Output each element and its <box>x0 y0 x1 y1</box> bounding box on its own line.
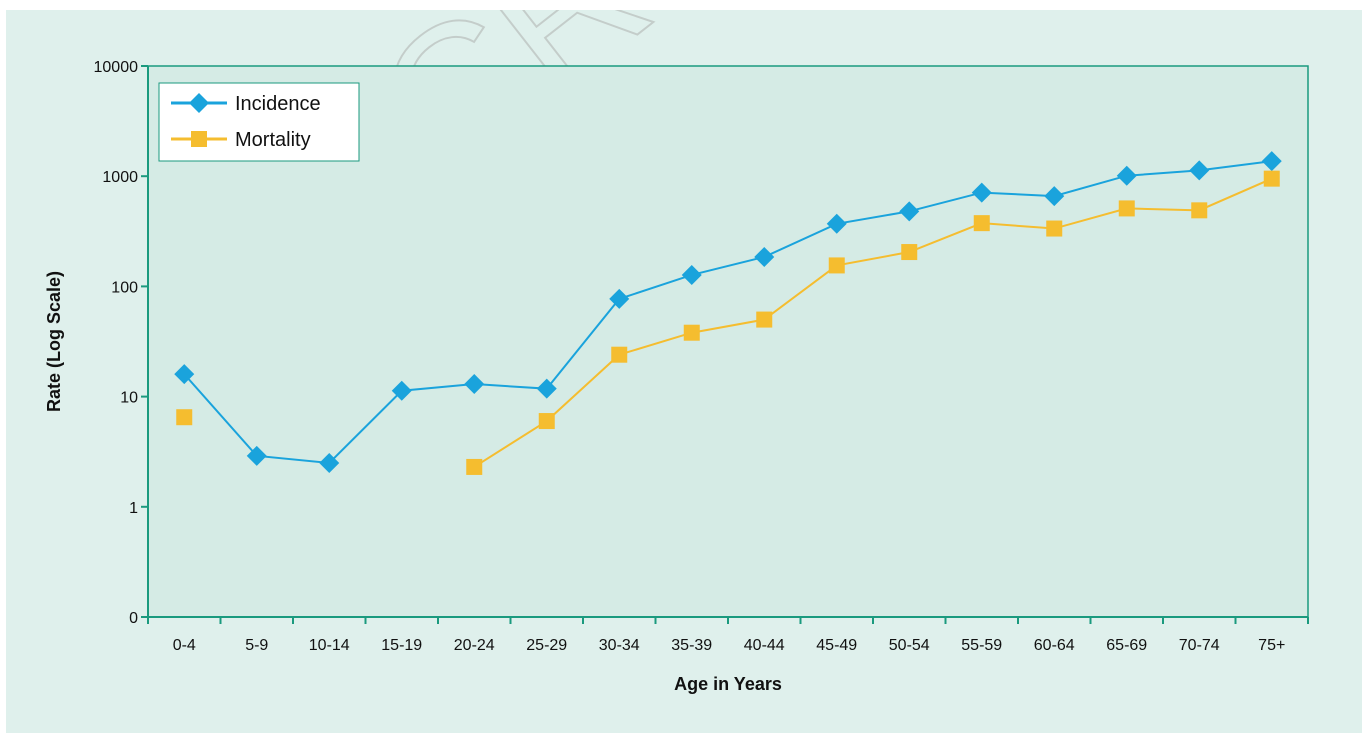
incidence-point <box>1044 186 1065 207</box>
mortality-series <box>176 170 1280 475</box>
y-tick-label: 10000 <box>94 59 139 76</box>
x-axis-title: Age in Years <box>674 674 782 694</box>
x-tick-label: 60-64 <box>1034 637 1075 654</box>
y-tick-label: 0 <box>129 610 138 627</box>
incidence-point <box>1116 165 1137 186</box>
mortality-point <box>611 346 628 363</box>
mortality-point <box>1118 200 1135 217</box>
incidence-point <box>464 374 485 395</box>
incidence-point <box>319 452 340 473</box>
incidence-series <box>174 151 1282 473</box>
incidence-point <box>536 378 557 399</box>
x-tick-label: 75+ <box>1258 637 1285 654</box>
x-tick-label: 25-29 <box>526 637 567 654</box>
incidence-point <box>246 445 267 466</box>
mortality-point <box>828 257 845 274</box>
chart-background: NCRP 01101001000100000-45-910-1415-1920-… <box>6 10 1362 733</box>
legend-label: Mortality <box>235 129 311 151</box>
mortality-point <box>683 324 700 341</box>
x-tick-label: 30-34 <box>599 637 640 654</box>
x-tick-label: 40-44 <box>744 637 785 654</box>
y-tick-label: 1 <box>129 500 138 517</box>
y-tick-label: 10 <box>120 390 138 407</box>
mortality-point <box>756 311 773 328</box>
mortality-point <box>466 458 483 475</box>
legend-label: Incidence <box>235 93 321 115</box>
mortality-point <box>176 409 193 426</box>
legend: Incidence Mortality <box>158 82 360 162</box>
x-tick-label: 50-54 <box>889 637 930 654</box>
x-tick-label: 15-19 <box>381 637 422 654</box>
legend-swatch-marker <box>189 93 209 113</box>
x-tick-label: 0-4 <box>173 637 196 654</box>
x-tick-label: 70-74 <box>1179 637 1220 654</box>
x-tick-label: 5-9 <box>245 637 268 654</box>
x-tick-label: 65-69 <box>1106 637 1147 654</box>
mortality-point <box>1263 170 1280 187</box>
legend-box <box>158 82 360 162</box>
x-tick-label: 45-49 <box>816 637 857 654</box>
line-chart: NCRP 01101001000100000-45-910-1415-1920-… <box>44 10 1309 694</box>
mortality-point <box>1191 202 1208 219</box>
incidence-point <box>826 213 847 234</box>
y-tick-label: 100 <box>111 279 138 296</box>
x-tick-label: 55-59 <box>961 637 1002 654</box>
incidence-line <box>183 160 1272 464</box>
incidence-point <box>1189 160 1210 181</box>
incidence-point <box>174 364 195 385</box>
x-tick-label: 10-14 <box>309 637 350 654</box>
legend-swatch-marker <box>191 131 207 147</box>
incidence-point <box>609 288 630 309</box>
mortality-point <box>1046 220 1063 237</box>
incidence-point <box>754 246 775 267</box>
incidence-point <box>899 201 920 222</box>
incidence-point <box>1261 151 1282 172</box>
x-tick-label: 20-24 <box>454 637 495 654</box>
incidence-point <box>971 182 992 203</box>
mortality-line <box>473 177 1273 468</box>
x-tick-label: 35-39 <box>671 637 712 654</box>
incidence-point <box>681 264 702 285</box>
y-tick-label: 1000 <box>102 169 138 186</box>
mortality-point <box>901 244 918 261</box>
incidence-point <box>391 380 412 401</box>
mortality-point <box>973 215 990 232</box>
mortality-point <box>538 413 555 430</box>
y-axis-title: Rate (Log Scale) <box>44 271 64 412</box>
